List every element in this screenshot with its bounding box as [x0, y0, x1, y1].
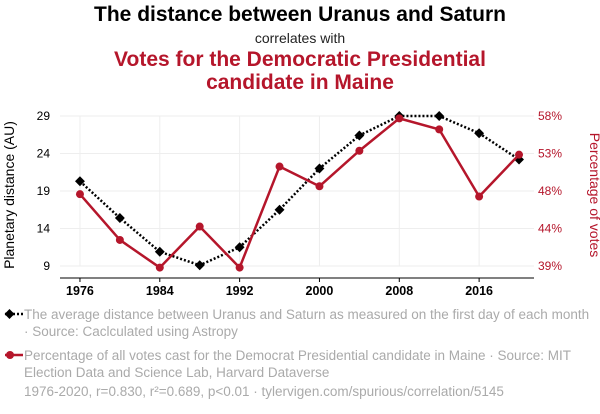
- x-tick-label: 2008: [385, 284, 413, 298]
- x-tick-label: 2016: [465, 284, 493, 298]
- data-point-series-2: [195, 222, 204, 231]
- x-tick-label: 1984: [146, 284, 174, 298]
- y-left-axis-label: Planetary distance (AU): [1, 121, 17, 269]
- y-left-tick-label: 9: [43, 259, 50, 273]
- y-left-tick-label: 14: [37, 222, 51, 236]
- data-point-series-2: [75, 190, 84, 199]
- data-point-series-2: [515, 150, 524, 159]
- chart-footer: 1976-2020, r=0.830, r²=0.689, p<0.01 · t…: [24, 384, 504, 399]
- y-right-tick-label: 53%: [538, 147, 562, 161]
- chart-title: The distance between Uranus and Saturn: [94, 3, 506, 26]
- x-tick-label: 1992: [226, 284, 254, 298]
- x-tick-label: 2000: [306, 284, 334, 298]
- chart-title-secondary: Votes for the Democratic Presidential ca…: [0, 48, 600, 94]
- legend-text-series1: The average distance between Uranus and …: [24, 307, 590, 339]
- y-right-tick-label: 39%: [538, 259, 562, 273]
- data-point-series-1: [314, 163, 325, 174]
- legend-text-series2: Percentage of all votes cast for the Dem…: [24, 348, 571, 380]
- data-point-series-1: [474, 128, 485, 139]
- x-tick-label: 1976: [66, 284, 94, 298]
- data-point-series-2: [315, 182, 324, 191]
- series-line-1: [79, 114, 520, 267]
- chart-subtitle: correlates with: [254, 30, 346, 46]
- series-line-2: [79, 117, 520, 269]
- y-right-tick-label: 58%: [538, 109, 562, 123]
- data-point-series-2: [115, 235, 124, 244]
- y-right-axis-label: Percentage of votes: [587, 133, 600, 258]
- data-point-series-2: [395, 114, 404, 123]
- data-point-series-2: [275, 162, 284, 171]
- axes: 9 14 19 24 29 39% 44% 48% 53% 58% 1976 1984 1992 2000…: [1, 109, 600, 298]
- chart-title-secondary-line1: Votes for the Democratic Presidential: [114, 48, 486, 71]
- data-point-series-1: [434, 111, 445, 121]
- y-left-tick-label: 29: [37, 109, 51, 123]
- legend-swatch-series1: [4, 309, 23, 319]
- chart-title-secondary-line2: candidate in Maine: [206, 71, 394, 94]
- data-point-series-2: [435, 125, 444, 134]
- legend-item-series2: Percentage of all votes cast for the Dem…: [4, 347, 594, 381]
- legend-swatch-series2: [5, 351, 23, 359]
- data-point-series-2: [155, 263, 164, 272]
- data-point-series-1: [75, 176, 85, 187]
- data-point-series-1: [194, 260, 205, 271]
- data-point-series-1: [354, 130, 365, 141]
- data-point-series-2: [475, 192, 484, 201]
- y-left-tick-label: 24: [37, 147, 51, 161]
- data-point-series-1: [274, 204, 285, 215]
- data-point-series-2: [235, 263, 244, 272]
- y-left-tick-label: 19: [37, 184, 51, 198]
- data-point-series-1: [154, 246, 165, 257]
- data-point-series-1: [114, 213, 125, 223]
- grid-lines: [60, 115, 534, 267]
- data-point-series-1: [234, 242, 245, 253]
- y-right-tick-label: 44%: [538, 222, 562, 236]
- data-point-series-2: [355, 146, 364, 155]
- y-right-tick-label: 48%: [538, 184, 562, 198]
- legend-item-series1: The average distance between Uranus and …: [4, 306, 594, 340]
- series-lines: [75, 111, 524, 272]
